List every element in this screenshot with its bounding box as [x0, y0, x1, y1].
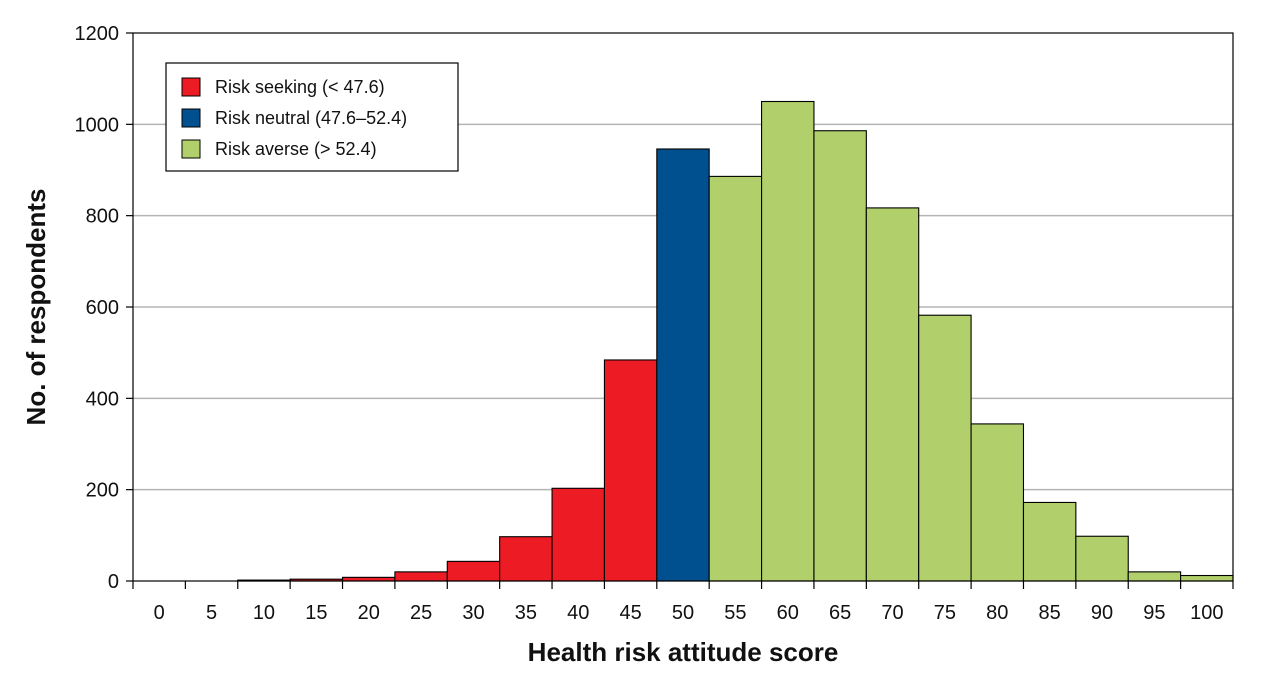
bar [656, 148, 710, 582]
bar [1180, 574, 1234, 582]
bar [551, 487, 605, 582]
y-tick-label: 400 [86, 388, 119, 410]
x-tick-label: 50 [672, 602, 694, 624]
x-tick-label: 95 [1143, 602, 1165, 624]
bar [865, 207, 920, 582]
y-tick-label: 600 [86, 297, 119, 319]
bar [1075, 535, 1129, 582]
x-tick-label: 25 [410, 602, 432, 624]
x-tick-label: 85 [1039, 602, 1061, 624]
bar [1022, 501, 1077, 582]
x-tick-label: 45 [619, 602, 641, 624]
legend-label-neutral: Risk neutral (47.6–52.4) [215, 108, 407, 128]
x-tick-label: 55 [724, 602, 746, 624]
y-tick-label: 1000 [75, 114, 120, 136]
bar [761, 100, 815, 582]
y-tick-label: 1200 [75, 23, 120, 45]
x-axis-title: Health risk attitude score [528, 637, 839, 667]
bars [237, 100, 1234, 582]
bar [1127, 571, 1182, 582]
x-tick-label: 35 [515, 602, 537, 624]
y-tick-label: 200 [86, 480, 119, 502]
legend-label-averse: Risk averse (> 52.4) [215, 139, 377, 159]
bar [603, 359, 658, 582]
y-axis-title: No. of respondents [21, 189, 51, 426]
x-tick-label: 20 [358, 602, 380, 624]
x-tick-label: 0 [154, 602, 165, 624]
x-tick-label: 5 [206, 602, 217, 624]
x-tick-label: 30 [462, 602, 484, 624]
x-tick-label: 100 [1190, 602, 1223, 624]
bar [446, 560, 501, 582]
bar [970, 423, 1025, 582]
legend-swatch-neutral [181, 108, 201, 128]
legend-swatch-seeking [181, 77, 201, 97]
y-tick-label: 0 [108, 571, 119, 593]
x-tick-label: 70 [881, 602, 903, 624]
legend-swatch-averse [181, 139, 201, 159]
x-tick-label: 40 [567, 602, 589, 624]
y-tick-label: 800 [86, 206, 119, 228]
x-tick-label: 80 [986, 602, 1008, 624]
x-axis: 0 5 10 15 20 25 30 35 40 45 50 55 60 65 70 75 80 85 90 95 10… [132, 581, 1234, 624]
x-tick-label: 60 [777, 602, 799, 624]
bar [708, 175, 763, 582]
bar [918, 314, 972, 582]
x-tick-label: 15 [305, 602, 327, 624]
x-tick-label: 90 [1091, 602, 1113, 624]
x-tick-label: 75 [934, 602, 956, 624]
x-tick-label: 65 [829, 602, 851, 624]
bar [394, 571, 448, 582]
legend-label-seeking: Risk seeking (< 47.6) [215, 77, 385, 97]
legend-box [165, 62, 459, 172]
bar [499, 536, 553, 582]
y-axis: 0 200 400 600 800 1000 1200 [75, 23, 133, 593]
bar [813, 130, 867, 582]
legend: Risk seeking (< 47.6) Risk neutral (47.6–… [165, 62, 459, 172]
x-tick-label: 10 [253, 602, 275, 624]
